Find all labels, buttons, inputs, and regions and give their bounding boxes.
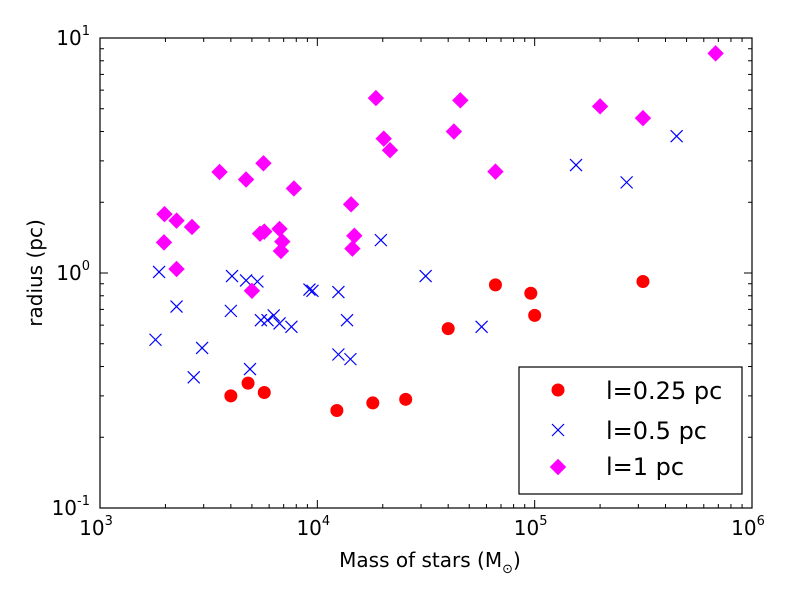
point-l1 — [243, 282, 261, 300]
data-points — [149, 45, 724, 417]
point-l05 — [225, 269, 239, 283]
point-l05 — [273, 317, 286, 330]
legend-marker-l05 — [551, 423, 565, 437]
point-l05 — [152, 265, 166, 279]
point-l05 — [475, 320, 489, 334]
point-l1 — [344, 240, 361, 257]
point-l025 — [528, 308, 542, 322]
x-axis-label-main: Mass of stars (M — [339, 548, 502, 572]
point-l05 — [195, 341, 209, 355]
point-l025 — [224, 389, 238, 403]
axis-ticks: 103 104 105 106 10-1 100 101 — [52, 24, 765, 540]
point-l1 — [285, 180, 303, 197]
point-l05 — [187, 370, 201, 384]
point-l1 — [256, 223, 273, 240]
point-l1 — [381, 142, 399, 159]
point-l1 — [211, 163, 228, 181]
point-l05 — [243, 362, 257, 376]
point-l05 — [254, 313, 268, 327]
y-axis-label: radius (pc) — [23, 219, 47, 326]
point-l025 — [636, 275, 650, 289]
legend-label-l025: l=0.25 pc — [606, 377, 722, 405]
point-l05 — [170, 300, 183, 313]
point-l025 — [257, 386, 271, 400]
point-l025 — [330, 403, 344, 417]
point-l05 — [239, 273, 253, 287]
legend-label-l1: l=1 pc — [606, 453, 684, 481]
point-l05 — [267, 308, 281, 322]
point-l05 — [306, 284, 319, 298]
point-l025 — [524, 286, 538, 300]
y-tick-label: 101 — [56, 24, 90, 50]
point-l05 — [374, 233, 388, 247]
point-l1 — [452, 92, 469, 109]
point-l1 — [183, 218, 201, 236]
x-axis-label-sub: ⊙ — [502, 562, 513, 577]
legend-label-l05: l=0.5 pc — [606, 417, 707, 445]
point-l05 — [285, 320, 298, 334]
x-tick-label: 104 — [296, 514, 330, 540]
point-l1 — [255, 155, 272, 172]
point-l05 — [331, 285, 345, 299]
point-l025 — [241, 376, 255, 390]
point-l05 — [670, 129, 684, 143]
point-l025 — [441, 322, 455, 336]
point-l1 — [445, 123, 463, 140]
point-l1 — [367, 89, 385, 107]
legend-marker-l1 — [549, 458, 567, 476]
point-l1 — [168, 212, 185, 229]
legend-markers — [549, 383, 567, 476]
point-l1 — [591, 98, 609, 115]
x-tick-label: 103 — [79, 514, 113, 540]
x-axis-label: Mass of stars (M⊙) — [339, 548, 521, 577]
point-l1 — [155, 234, 173, 251]
point-l05 — [344, 352, 357, 366]
point-l1 — [346, 227, 363, 244]
point-l05 — [569, 158, 583, 172]
point-l05 — [340, 313, 354, 327]
point-l1 — [274, 233, 291, 250]
y-tick-label: 10-1 — [52, 494, 90, 520]
legend-marker-l025 — [551, 383, 565, 397]
point-l025 — [488, 278, 502, 292]
point-l1 — [487, 163, 504, 180]
point-l05 — [149, 333, 162, 347]
point-l05 — [331, 348, 345, 361]
point-l1 — [168, 260, 185, 278]
x-tick-label: 106 — [731, 514, 765, 540]
y-tick-label: 100 — [56, 259, 90, 285]
x-tick-label: 105 — [514, 514, 548, 540]
point-l1 — [375, 130, 392, 147]
legend: l=0.25 pc l=0.5 pc l=1 pc — [518, 366, 743, 495]
point-l05 — [261, 313, 274, 327]
point-l1 — [342, 196, 360, 213]
point-l1 — [707, 45, 724, 62]
point-l05 — [620, 175, 634, 189]
point-l025 — [399, 392, 413, 406]
point-l05 — [224, 304, 238, 318]
point-l1 — [237, 171, 255, 188]
point-l05 — [419, 269, 433, 283]
point-l025 — [366, 396, 380, 410]
point-l1 — [156, 205, 173, 223]
point-l1 — [634, 109, 652, 127]
x-axis-label-close: ) — [513, 548, 521, 572]
point-l05 — [303, 283, 316, 297]
